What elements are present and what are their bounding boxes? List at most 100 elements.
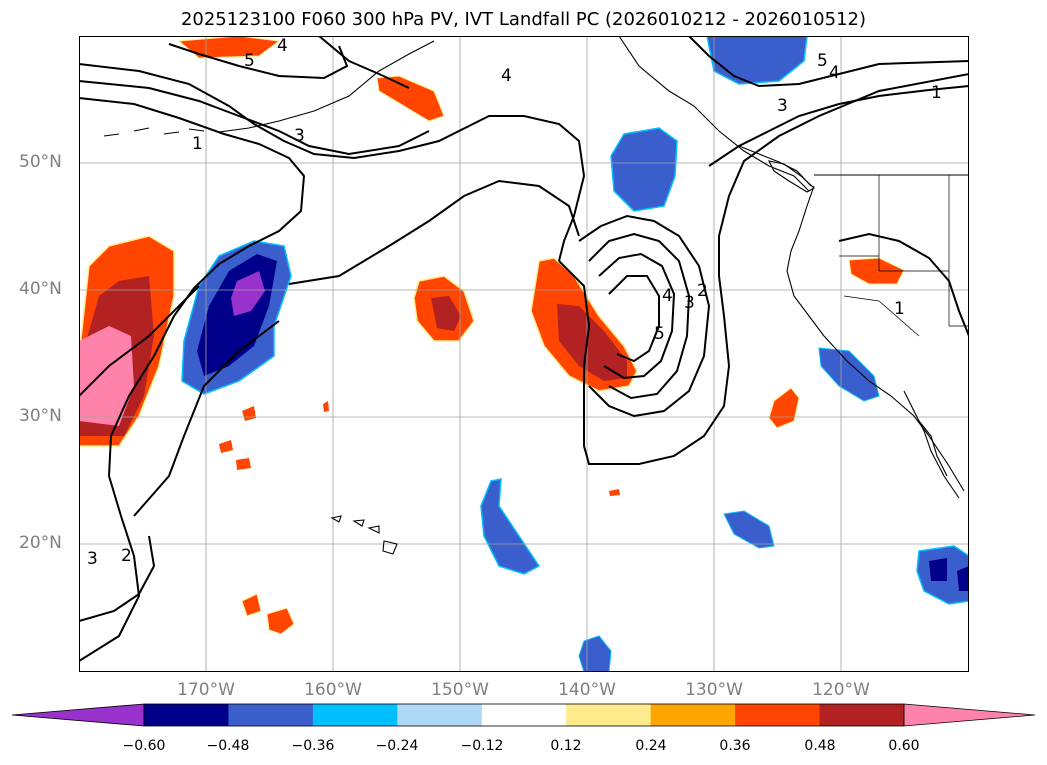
colorbar-tick-5: −0.12 [460,738,504,754]
colorbar-segment-8 [735,704,821,726]
lon-label-160w: 160°W [304,680,362,700]
colorbar-segment-9 [819,704,905,726]
pv-positive-anomalies [79,36,905,635]
pv-anomaly-neg-hawaii [480,478,541,575]
contour-trough-3 [578,214,711,418]
colorbar-segment-6 [566,704,652,726]
colorbar-frame [143,703,905,727]
state-borders [839,175,969,337]
contour-label-4d: 4 [662,286,673,306]
colorbar-tick-7: 0.24 [635,738,667,754]
colorbar-tick-2: −0.48 [206,738,250,754]
colorbar-tick-4: −0.24 [375,738,419,754]
contour-label-3c: 3 [684,293,695,313]
colorbar-segment-4 [397,704,483,726]
coastlines [103,36,969,555]
pv-anomaly-small-6 [323,401,329,412]
lat-label-40n: 40°N [19,279,62,299]
colorbar-tick-8: 0.36 [719,738,751,754]
lon-label-130w: 130°W [685,680,743,700]
lat-label-50n: 50°N [19,152,62,172]
contour-label-5b: 5 [817,51,828,71]
lon-label-120w: 120°W [812,680,870,700]
lat-label-30n: 30°N [19,406,62,426]
contour-label-1a: 1 [192,134,203,154]
contour-label-1c: 1 [894,299,905,319]
pv-anomaly-baja [768,387,800,429]
colorbar [11,703,1036,727]
pv-anomaly-north-2 [376,75,445,122]
pv-negative-anomalies [181,36,969,672]
pv-anomaly-neg-coast [610,127,678,212]
pacific-nw-coast [786,185,965,492]
colorbar-tick-6: 0.12 [550,738,582,754]
colorbar-segments [11,703,1036,727]
colorbar-segment-2 [228,704,314,726]
pv-anomaly-neg-north [706,36,808,85]
contour-label-4a: 4 [277,36,288,56]
contour-ne-upper [688,36,969,88]
contour-inner-2 [79,80,430,156]
pv-anomaly-small-4 [241,593,262,617]
contour-ridge-big [288,179,580,285]
contour-label-2b: 2 [121,546,132,566]
lon-label-140w: 140°W [558,680,616,700]
pv-anomaly-small-3 [236,458,251,470]
pv-anomaly-small-1 [242,406,256,421]
colorbar-extend-low [11,703,145,727]
contour-label-5c: 5 [654,324,665,344]
chart-title: 2025123100 F060 300 hPa PV, IVT Landfall… [180,9,867,30]
contour-label-3a: 3 [294,126,305,146]
pv-anomaly-small-2 [219,440,233,453]
pv-anomaly-trough-core [557,304,627,381]
colorbar-segment-5 [481,704,567,726]
colorbar-tick-9: 0.48 [804,738,836,754]
colorbar-extend-high [903,703,1036,727]
contour-trough-4 [588,232,691,400]
vancouver-island [768,160,815,193]
map-canvas: 1 3 5 4 4 5 4 3 1 2 3 4 5 1 3 2 [79,36,969,672]
contour-label-2a: 2 [697,281,708,301]
contour-label-group: 1 3 5 4 4 5 4 3 1 2 3 4 5 1 3 2 [87,36,942,569]
pv-anomaly-west-peak [79,326,134,426]
contour-left-1 [79,97,306,662]
gulf-of-california [918,420,948,477]
lat-label-20n: 20°N [19,533,62,553]
hawaii-islands [330,515,398,555]
pv-anomaly-north-1 [177,36,281,59]
pv-anomaly-neg-subtrop [723,510,775,549]
lon-label-170w: 170°W [177,680,235,700]
contour-label-4b: 4 [501,66,512,86]
contour-label-4c: 4 [829,63,840,83]
aleutian-islands [103,127,205,137]
pv-anomaly-small-5 [266,607,295,635]
pv-anomaly-neg-west-peak [231,271,265,316]
contour-label-3b: 3 [777,96,788,116]
ivt-contours [79,36,969,662]
colorbar-segment-3 [312,704,398,726]
baja-coast [903,390,960,499]
colorbar-segment-1 [144,704,229,726]
bc-coast [738,145,812,187]
contour-outer-1 [79,63,969,465]
contour-ne-3 [708,85,969,167]
pv-anomaly-central-core [431,296,461,331]
colorbar-tick-3: −0.36 [291,738,335,754]
contour-upper-left-4 [318,36,410,89]
lon-label-150w: 150°W [431,680,489,700]
contour-label-5a: 5 [244,51,255,71]
contour-north-loop [168,43,349,80]
map-panel: 1 3 5 4 4 5 4 3 1 2 3 4 5 1 3 2 [79,36,969,672]
pv-anomaly-neg-mexico-core [929,558,969,591]
contour-sw-3 [79,535,156,622]
contour-label-3d: 3 [87,549,98,569]
colorbar-tick-10: 0.60 [888,738,920,754]
colorbar-segment-7 [650,704,736,726]
contour-east-1 [838,232,969,337]
alaska-peninsula-coast [218,40,435,133]
pv-anomaly-neg-south [578,635,612,672]
pv-anomaly-neg-socal [818,347,880,402]
contour-trough-inner [608,275,660,363]
alaska-panhandle [618,36,810,192]
contour-lower-ridge [133,320,280,517]
